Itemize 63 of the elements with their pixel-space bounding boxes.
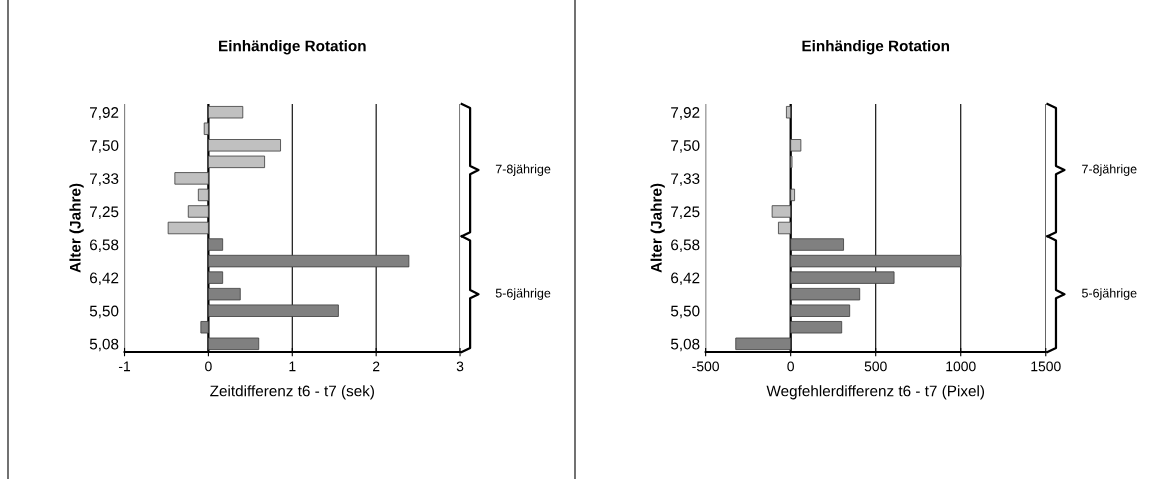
x-tick-label: 500 [864, 361, 887, 372]
bar [207, 254, 410, 268]
y-tick-label: 7,50 [90, 140, 119, 153]
bar [778, 221, 792, 235]
bar [207, 304, 339, 317]
x-axis-title: Wegfehlerdifferenz t6 - t7 (Pixel) [766, 385, 985, 400]
bar [790, 188, 795, 202]
bar [790, 321, 843, 334]
text: 5-6jährige [1081, 288, 1137, 300]
y-tick-label: 7,33 [90, 173, 119, 186]
y-axis-title: Alter (Jahre) [69, 183, 84, 273]
x-tick-label: 3 [456, 361, 464, 372]
y-tick-label: 6,58 [90, 239, 119, 253]
text: 7-8jährige [495, 164, 551, 176]
y-tick-label: 6,42 [90, 272, 119, 286]
bar [790, 139, 802, 152]
y-tick-label: 7,33 [671, 173, 700, 186]
bar [735, 337, 792, 350]
y-tick-label: 6,58 [671, 239, 700, 253]
y-axis-title: Alter (Jahre) [650, 183, 665, 273]
bar [207, 337, 260, 350]
x-axis-title: Zeitdifferenz t6 - t7 (sek) [210, 385, 374, 400]
x-tick-label: -1 [118, 361, 131, 372]
x-tick-label: 1000 [946, 361, 976, 372]
y-tick-label: 5,08 [670, 338, 700, 352]
bar [207, 271, 224, 284]
bar [790, 271, 895, 284]
bar [771, 205, 792, 218]
x-tick-label: 1500 [1031, 361, 1061, 372]
y-tick-label: 7,50 [671, 140, 700, 153]
text: 5-6jährige [495, 288, 551, 300]
bar [197, 188, 209, 202]
chart-title: Einhändige Rotation [802, 40, 950, 55]
y-tick-label: 6,42 [671, 272, 700, 286]
text: 7-8jährige [1082, 164, 1137, 176]
bar [207, 106, 244, 119]
y-tick-label: 7,92 [90, 107, 119, 120]
x-tick-label: 0 [787, 361, 794, 372]
y-tick-label: 7,25 [90, 206, 119, 219]
bar [174, 172, 209, 185]
x-tick-label: -500 [692, 361, 719, 372]
bar [790, 304, 851, 317]
x-tick-label: 2 [373, 361, 380, 372]
bar [786, 106, 792, 119]
bar [207, 139, 281, 152]
chart-title: Einhändige Rotation [219, 40, 366, 55]
y-tick-label: 5,50 [89, 305, 119, 319]
y-tick-label: 7,25 [671, 206, 700, 219]
bar [207, 287, 241, 301]
y-tick-label: 7,92 [671, 107, 700, 120]
bar [187, 205, 209, 218]
y-tick-label: 5,08 [89, 338, 119, 352]
x-tick-label: 0 [205, 361, 212, 372]
bar [207, 155, 266, 169]
bar [207, 238, 224, 251]
bar [790, 238, 844, 251]
y-tick-label: 5,50 [670, 305, 700, 319]
bar [790, 254, 962, 268]
x-tick-label: 1 [289, 361, 296, 372]
bar [167, 221, 209, 235]
bar [203, 122, 209, 135]
bar [200, 321, 209, 334]
bar [790, 287, 861, 301]
